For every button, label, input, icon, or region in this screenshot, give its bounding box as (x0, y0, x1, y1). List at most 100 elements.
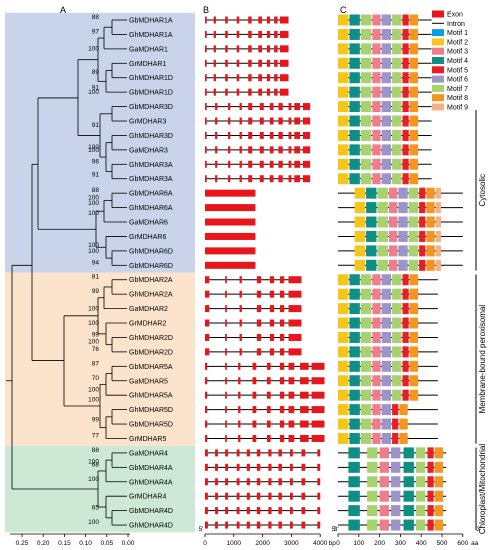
motif-block (372, 101, 381, 113)
motif-block (360, 432, 372, 444)
motif-block (398, 259, 408, 271)
legend-swatch (432, 84, 444, 92)
exon-block (279, 434, 285, 442)
motif-block (391, 505, 401, 517)
motif-block (409, 144, 419, 156)
motif-block (377, 202, 388, 214)
exon-block (248, 117, 253, 125)
motif-block (354, 216, 366, 228)
motif-block (434, 447, 444, 459)
motif-block (349, 317, 360, 329)
bootstrap-value: 87 (92, 360, 100, 367)
motif-block (388, 245, 398, 257)
motif-block (338, 101, 349, 113)
motif-block (381, 86, 392, 98)
motif-block (377, 230, 388, 242)
exon-block (248, 30, 252, 38)
motif-block (409, 317, 419, 329)
motif-block (381, 331, 392, 343)
motif-block (398, 216, 408, 228)
exon-block (266, 391, 271, 399)
motif-block (367, 519, 378, 531)
exon-block (256, 507, 261, 515)
exon-block (239, 175, 242, 183)
motif-block (409, 101, 419, 113)
bootstrap-value: 100 (88, 210, 99, 217)
exon-block (225, 348, 227, 356)
exon-block (269, 333, 275, 341)
motif-block (419, 202, 426, 214)
motif-block (338, 274, 349, 286)
exon-block (248, 175, 253, 183)
exon-block (258, 74, 263, 82)
motif-block (402, 144, 409, 156)
exon-block (266, 45, 271, 53)
motif-block (360, 418, 372, 430)
motif-block (349, 173, 360, 185)
exon-block (258, 16, 263, 24)
exon-block (215, 492, 218, 500)
motif-block (379, 490, 389, 502)
exon-block (268, 507, 272, 515)
exon-block (294, 117, 301, 125)
motif-block (360, 101, 372, 113)
gene-axis-tick-label: 4000 (313, 540, 328, 547)
exon-block (256, 449, 261, 457)
exon-block (205, 319, 210, 327)
tree-axis-tick-label: 0.10 (79, 540, 92, 547)
motif-block (416, 447, 426, 459)
motif-block (372, 158, 381, 170)
exon-block (215, 103, 218, 111)
motif-block (403, 505, 414, 517)
gene-label: GbMDHAR5A (129, 364, 173, 371)
exon-block (213, 74, 216, 82)
exon-block (274, 30, 278, 38)
motif-block (392, 303, 402, 315)
gene-axis-tick-label: 3000 (284, 540, 299, 547)
exon-block (256, 463, 261, 471)
motif-block (372, 288, 381, 300)
exon-block (279, 362, 285, 370)
exon-block (238, 362, 241, 370)
motif-block (349, 86, 360, 98)
exon-block (252, 406, 257, 414)
exon-block (205, 247, 256, 255)
exon-block (269, 276, 275, 284)
motif-block (338, 360, 349, 372)
motif-block (391, 461, 401, 473)
bootstrap-value: 99 (92, 417, 100, 424)
exon-block (256, 276, 262, 284)
motif-block (402, 303, 409, 315)
exon-block (248, 146, 253, 154)
gene-label: GbMDHAR1A (129, 18, 173, 25)
exon-block (317, 521, 321, 529)
motif-block (338, 72, 349, 84)
exon-block (288, 319, 302, 327)
motif-block (416, 476, 426, 488)
motif-block (366, 259, 377, 271)
motif-block (427, 519, 434, 531)
motif-block (349, 28, 360, 40)
exon-block (317, 449, 321, 457)
motif-block (381, 360, 392, 372)
motif-block (427, 476, 434, 488)
motif-block (392, 288, 402, 300)
motif-block (388, 216, 398, 228)
exon-block (256, 319, 262, 327)
exon-block (215, 449, 218, 457)
exon-block (248, 131, 253, 139)
exon-block (215, 521, 218, 529)
exon-block (266, 406, 271, 414)
motif-block (388, 202, 398, 214)
motif-block (372, 375, 381, 387)
exon-block (205, 232, 256, 240)
exon-block (311, 377, 325, 385)
gene-label: GhMDHAR5A (129, 393, 173, 400)
exon-block (228, 146, 231, 154)
motif-block (379, 461, 389, 473)
motif-block (360, 404, 372, 416)
motif-block (435, 187, 441, 199)
gene-label: GaMDHAR2 (129, 306, 168, 313)
motif-block (402, 173, 409, 185)
motif-block (338, 331, 349, 343)
